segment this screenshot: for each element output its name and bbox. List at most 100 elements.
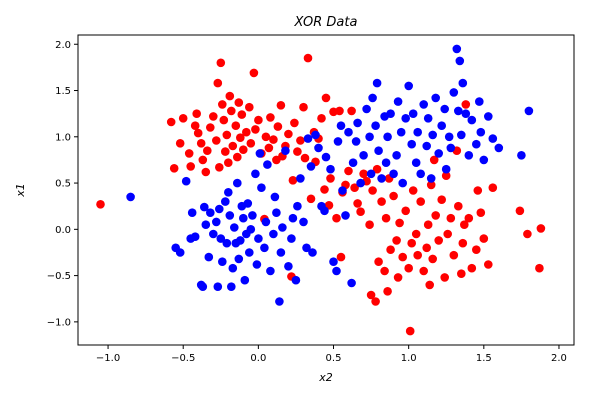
data-point	[193, 128, 203, 138]
data-point	[335, 106, 344, 116]
data-point	[404, 263, 414, 273]
data-point	[431, 211, 441, 220]
data-point	[239, 213, 248, 223]
data-point	[405, 326, 415, 336]
data-point	[332, 213, 341, 223]
data-point	[228, 141, 238, 151]
data-point	[257, 183, 266, 192]
data-point	[444, 132, 454, 142]
data-point	[404, 81, 414, 91]
data-point	[416, 169, 426, 179]
data-point	[225, 91, 235, 101]
data-point	[344, 166, 353, 176]
data-point	[251, 125, 260, 134]
data-point	[377, 197, 386, 206]
data-point	[392, 151, 401, 160]
x-tick-label: 0.5	[326, 353, 342, 364]
data-point	[429, 155, 439, 165]
data-point	[395, 218, 404, 228]
data-point	[215, 204, 224, 214]
data-point	[473, 186, 483, 195]
data-point	[233, 178, 242, 188]
data-point	[338, 186, 347, 195]
data-point	[221, 197, 230, 206]
data-point	[224, 158, 233, 167]
data-point	[321, 152, 331, 162]
plot-frame	[77, 34, 575, 346]
data-point	[366, 290, 376, 300]
data-point	[457, 269, 466, 279]
data-point	[206, 208, 215, 217]
data-point	[222, 238, 232, 248]
data-point	[371, 297, 380, 306]
data-point	[431, 93, 441, 103]
data-point	[326, 164, 335, 174]
data-point	[368, 186, 377, 195]
data-point	[381, 213, 391, 223]
data-point	[488, 183, 498, 192]
data-point	[476, 127, 486, 137]
data-point	[350, 183, 359, 192]
data-point	[288, 213, 298, 223]
data-point	[476, 208, 486, 217]
data-point	[452, 44, 462, 54]
y-tick-label: 2.0	[55, 40, 71, 51]
data-point	[216, 58, 226, 68]
data-point	[190, 232, 200, 241]
data-point	[225, 211, 235, 220]
data-point	[190, 121, 200, 130]
data-point	[440, 104, 450, 114]
data-point	[348, 158, 358, 167]
data-point	[353, 199, 362, 208]
x-tick-label: 1.0	[401, 353, 417, 364]
data-point	[408, 109, 418, 118]
data-point	[252, 260, 262, 269]
data-point	[434, 149, 444, 158]
data-point	[186, 162, 195, 171]
data-point	[245, 102, 254, 112]
data-point	[372, 78, 382, 88]
data-point	[299, 217, 308, 227]
data-point	[467, 263, 477, 273]
data-point	[288, 176, 298, 185]
data-point	[413, 127, 423, 137]
data-point	[213, 78, 223, 88]
data-point	[230, 223, 239, 232]
data-point	[237, 110, 247, 119]
data-point	[222, 130, 232, 140]
data-point	[472, 245, 481, 254]
data-point	[245, 248, 254, 257]
data-point	[284, 262, 293, 271]
y-axis-label: x1	[14, 183, 27, 198]
data-point	[299, 102, 308, 112]
data-point	[317, 114, 326, 123]
data-point	[329, 257, 338, 267]
data-point	[212, 136, 221, 145]
data-point	[523, 229, 532, 239]
data-point	[455, 56, 465, 66]
data-point	[398, 252, 408, 262]
data-point	[380, 266, 389, 276]
data-point	[218, 257, 227, 267]
data-point	[383, 132, 392, 142]
data-point	[290, 118, 299, 128]
data-point	[296, 136, 305, 145]
data-point	[353, 118, 362, 128]
data-point	[291, 275, 301, 285]
data-point	[261, 217, 271, 227]
data-point	[284, 129, 293, 139]
data-point	[270, 192, 280, 202]
data-point	[203, 146, 212, 155]
x-axis: −1.0 −0.5 0.0 0.5 1.0 1.5 2.0	[96, 345, 567, 364]
data-point	[234, 98, 244, 107]
data-point	[276, 101, 286, 110]
data-point	[381, 158, 391, 167]
x-tick-label: 2.0	[551, 353, 567, 364]
data-point	[264, 143, 274, 153]
data-point	[426, 174, 436, 183]
data-point	[437, 195, 447, 204]
data-point	[302, 243, 311, 253]
x-tick-label: −0.5	[171, 353, 195, 364]
data-point	[407, 139, 417, 149]
data-point	[326, 174, 335, 183]
